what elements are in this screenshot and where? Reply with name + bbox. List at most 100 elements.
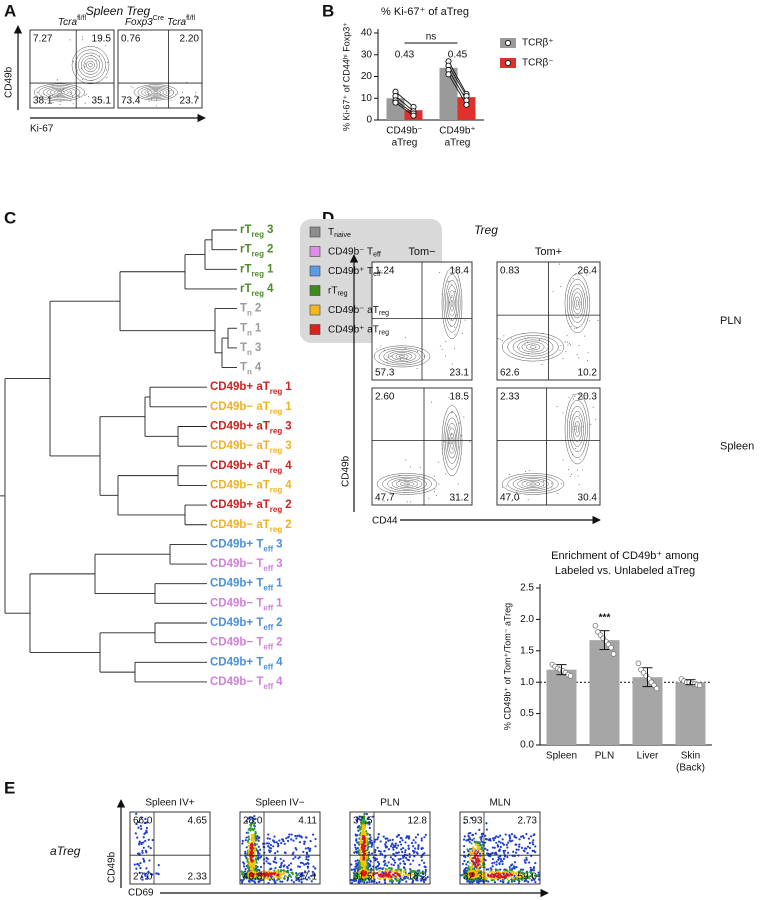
event-dot — [517, 872, 520, 876]
contour — [42, 86, 77, 99]
quadrant-value: 2.73 — [518, 816, 538, 827]
event-dot — [478, 852, 482, 855]
event-dot — [302, 877, 305, 880]
event-dot — [412, 859, 415, 862]
event-dot — [566, 334, 568, 336]
contour — [38, 85, 81, 100]
event-dot — [292, 839, 295, 842]
event-dot — [267, 845, 270, 848]
quadrant-value: 37.5 — [353, 816, 373, 827]
event-dot — [147, 845, 150, 848]
event-dot — [273, 879, 276, 882]
event-dot — [481, 856, 484, 859]
event-dot — [303, 863, 306, 866]
event-dot — [59, 100, 61, 102]
event-dot — [524, 338, 526, 340]
event-dot — [510, 873, 514, 877]
event-dot — [532, 866, 535, 870]
event-dot — [399, 871, 402, 875]
event-dot — [501, 842, 504, 845]
event-dot — [363, 852, 367, 855]
event-dot — [290, 871, 293, 874]
event-dot — [454, 347, 456, 349]
text-part: n — [247, 348, 252, 357]
event-dot — [412, 879, 415, 882]
event-dot — [477, 880, 481, 883]
event-dot — [259, 848, 262, 851]
event-dot — [407, 483, 409, 485]
event-dot — [282, 859, 285, 862]
event-dot — [569, 476, 571, 478]
event-dot — [502, 857, 506, 860]
event-dot — [582, 426, 584, 428]
event-dot — [310, 880, 313, 883]
event-dot — [495, 841, 498, 845]
event-dot — [438, 483, 440, 485]
event-dot — [480, 838, 483, 841]
event-dot — [423, 880, 426, 884]
event-dot — [502, 878, 505, 882]
event-dot — [269, 862, 272, 866]
quadrant-value: 4.11 — [298, 816, 317, 827]
event-dot — [106, 77, 108, 79]
data-point — [610, 651, 617, 657]
contour — [507, 335, 559, 359]
axis-label: CD49b — [4, 66, 15, 98]
event-dot — [267, 842, 271, 845]
quadrant-value: 31.2 — [450, 493, 470, 504]
annotation: 0.43 — [395, 50, 415, 61]
contour — [141, 87, 171, 98]
event-dot — [393, 845, 396, 848]
event-dot — [529, 868, 533, 871]
event-dot — [195, 94, 197, 96]
event-dot — [391, 869, 394, 872]
event-dot — [502, 851, 506, 855]
contour — [75, 49, 106, 81]
event-dot — [257, 881, 260, 884]
event-dot — [507, 881, 510, 884]
quadrant-value: 73.4 — [121, 96, 141, 107]
text-part: T — [240, 303, 247, 315]
event-dot — [371, 815, 375, 818]
leaf-label: CD49b− Teff 2 — [210, 637, 283, 652]
plot-title: Foxp3Cre Tcrafl/fl — [125, 15, 196, 27]
event-dot — [139, 825, 142, 828]
event-dot — [409, 868, 412, 871]
event-dot — [360, 821, 364, 825]
event-dot — [496, 868, 499, 872]
quadrant-value: 28.0 — [243, 816, 263, 827]
event-dot — [254, 881, 257, 884]
event-dot — [471, 876, 474, 880]
event-dot — [466, 867, 469, 870]
text-part: 2 — [255, 303, 261, 315]
event-dot — [369, 859, 372, 862]
event-dot — [407, 835, 411, 838]
event-dot — [443, 440, 445, 442]
y-tick-label: 30 — [361, 49, 373, 60]
chart-title: Enrichment of CD49b⁺ among — [551, 550, 699, 562]
event-dot — [272, 845, 275, 848]
event-dot — [516, 875, 519, 879]
event-dot — [361, 878, 364, 881]
contour — [147, 89, 164, 96]
event-dot — [76, 69, 78, 71]
event-dot — [254, 838, 258, 842]
leaf-label: CD49b− Teff 1 — [210, 597, 283, 612]
event-dot — [279, 857, 282, 861]
event-dot — [252, 873, 255, 876]
bracket-label: ns — [426, 32, 437, 43]
event-dot — [515, 843, 518, 846]
contour — [507, 475, 559, 493]
event-dot — [277, 842, 280, 845]
annotation: *** — [599, 612, 611, 623]
legend-swatch — [309, 285, 321, 296]
event-dot — [133, 863, 136, 866]
event-dot — [551, 487, 553, 489]
event-dot — [247, 831, 250, 834]
event-dot — [274, 881, 277, 884]
event-dot — [257, 858, 260, 861]
text-part: 3 — [255, 342, 261, 354]
event-dot — [531, 841, 534, 844]
event-dot — [572, 393, 574, 395]
event-dot — [560, 286, 562, 288]
